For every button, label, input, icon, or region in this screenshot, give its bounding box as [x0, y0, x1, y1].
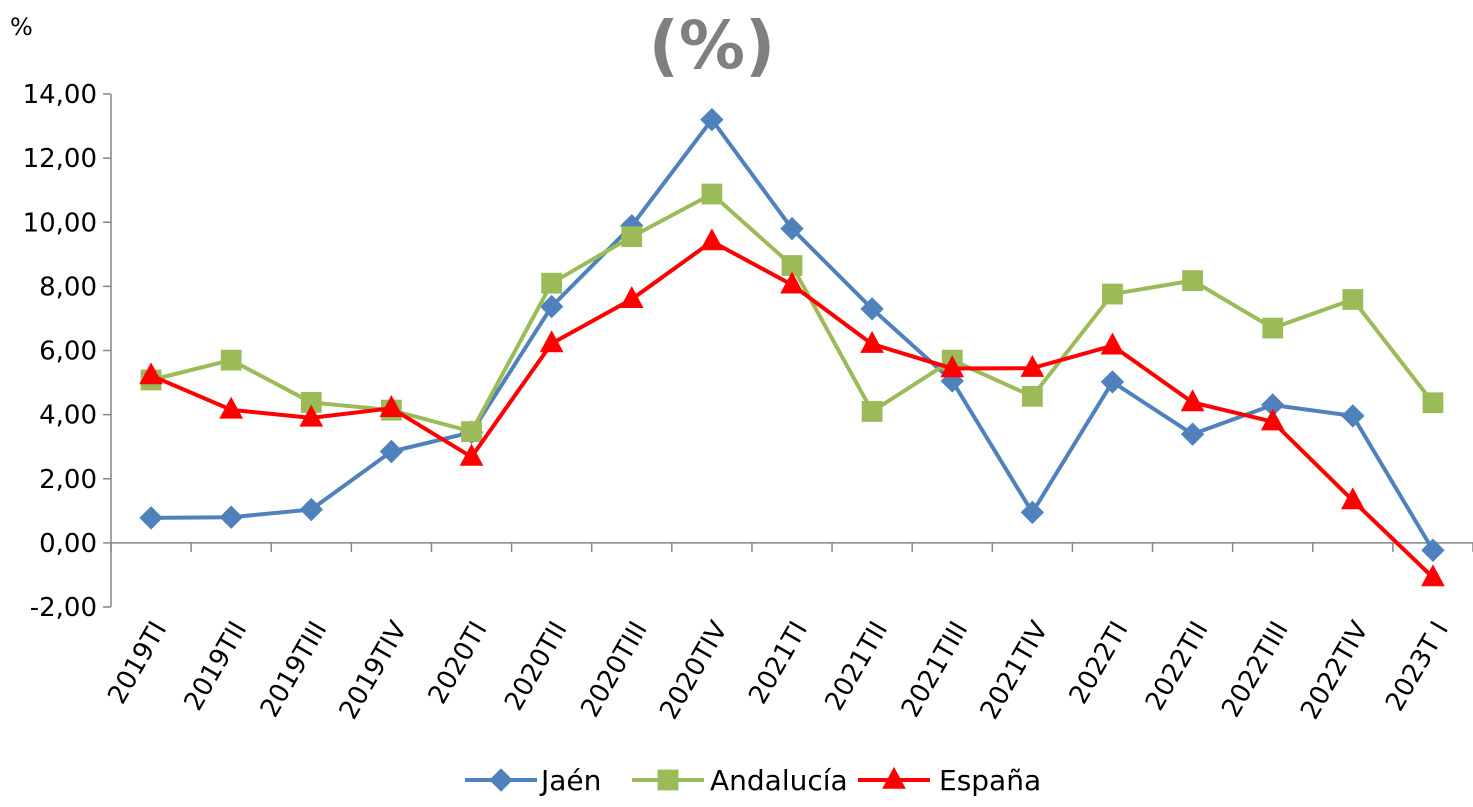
data-point [780, 271, 804, 294]
legend-label: España [939, 764, 1041, 797]
x-axis: 2019TI 2019TII 2019TIII 2019TIV 2020TI 2020TI… [102, 542, 1473, 725]
data-point [139, 506, 163, 530]
y-tick-label: -2,00 [30, 593, 97, 623]
data-point [940, 355, 965, 378]
x-tick-label: 2019TIII [255, 617, 334, 723]
data-point [700, 228, 724, 251]
chart-title: (%) [649, 7, 775, 84]
data-point [1340, 487, 1365, 510]
data-point [860, 330, 884, 353]
x-tick-label: 2020TI [423, 617, 494, 710]
data-point [539, 294, 564, 319]
data-point [1421, 538, 1445, 562]
data-point [1341, 404, 1365, 428]
data-point [1422, 392, 1444, 414]
x-tick-label: 2020TIII [575, 617, 654, 723]
data-point [379, 439, 404, 464]
data-point [219, 505, 243, 529]
data-point [1342, 289, 1364, 310]
legend-entry: Andalucía [632, 764, 848, 797]
x-tick-label: 2022TII [1140, 617, 1215, 716]
series-2 [139, 228, 1445, 587]
data-point [1020, 500, 1045, 525]
data-point [1260, 408, 1285, 431]
x-tick-label: 2020TII [499, 617, 574, 716]
y-tick-label: 6,00 [39, 337, 97, 367]
data-point [1100, 332, 1125, 355]
y-axis: -2,00 0,00 2,00 4,00 6,00 8,00 10,00 12,00 14,00 [23, 80, 112, 623]
x-tick-label: 2019TII [179, 617, 254, 716]
data-point [1421, 564, 1445, 587]
data-point [1021, 385, 1043, 407]
data-point [299, 404, 324, 427]
legend-label: Jaén [539, 764, 601, 797]
data-point [621, 226, 643, 248]
data-point [780, 216, 804, 241]
y-tick-label: 12,00 [23, 144, 97, 174]
y-tick-label: 14,00 [23, 80, 97, 110]
legend: Jaén Andalucía España [465, 764, 1041, 797]
data-point [619, 286, 644, 308]
x-tick-label: 2022TI [1064, 617, 1135, 710]
data-point [1100, 370, 1125, 394]
x-tick-label: 2019TIV [334, 616, 414, 724]
x-tick-label: 2021TIII [896, 617, 975, 723]
x-tick-label: 2023T I [1380, 617, 1455, 717]
legend-marker [489, 768, 513, 792]
data-point [219, 396, 244, 419]
x-tick-label: 2020TIV [654, 616, 734, 724]
data-point [700, 107, 724, 132]
data-point [1182, 270, 1203, 292]
x-tick-label: 2021TII [820, 617, 895, 716]
data-point [220, 349, 242, 371]
data-point [860, 297, 884, 321]
x-tick-label: 2022TIII [1216, 617, 1295, 723]
y-unit-label: % [10, 13, 33, 41]
data-point [1020, 354, 1045, 377]
series-line [151, 117, 1435, 552]
legend-label: Andalucía [710, 764, 848, 797]
x-tick-label: 2019TI [102, 617, 173, 710]
data-point [539, 330, 564, 353]
data-point [379, 395, 404, 417]
data-point [139, 362, 163, 385]
data-point [1180, 422, 1205, 446]
data-point [299, 497, 324, 522]
data-point [1262, 317, 1284, 339]
y-tick-label: 8,00 [39, 272, 97, 302]
legend-entry: Jaén [465, 764, 601, 797]
data-point [1102, 283, 1123, 305]
legend-marker [882, 766, 906, 789]
data-point [861, 401, 883, 422]
data-point [541, 272, 563, 294]
series-layer [139, 107, 1445, 587]
y-tick-label: 10,00 [23, 208, 97, 238]
x-tick-label: 2022TIV [1295, 616, 1375, 724]
x-tick-label: 2021TI [743, 617, 814, 710]
data-point [1180, 389, 1205, 412]
series-0 [139, 107, 1445, 562]
y-tick-label: 0,00 [39, 529, 97, 559]
y-tick-label: 4,00 [39, 401, 97, 431]
legend-marker [657, 769, 679, 791]
legend-entry: España [858, 764, 1041, 797]
data-point [461, 421, 482, 443]
data-point [459, 443, 484, 466]
y-tick-label: 2,00 [39, 465, 97, 495]
data-point [701, 183, 723, 205]
x-tick-label: 2021TIV [975, 616, 1055, 724]
